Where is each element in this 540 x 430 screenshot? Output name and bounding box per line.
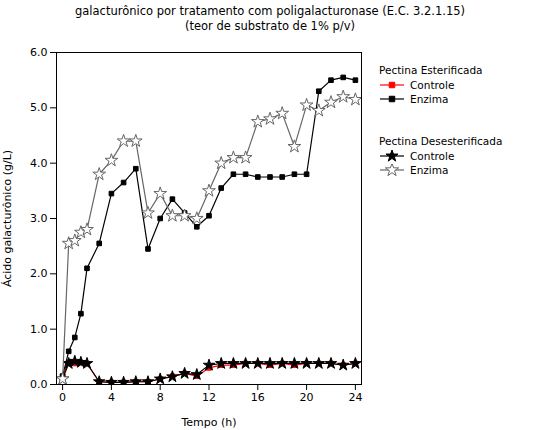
svg-text:24: 24 (348, 391, 362, 404)
html-text:Enzima: Enzima (410, 164, 449, 176)
svg-text:4.0: 4.0 (30, 157, 48, 170)
svg-text:20: 20 (300, 391, 314, 404)
html-text:Pectina Esterificada: Pectina Esterificada (379, 64, 483, 76)
svg-text:4: 4 (108, 391, 115, 404)
html-text:Controle: Controle (410, 150, 455, 162)
svg-text:3.0: 3.0 (30, 212, 48, 225)
html-text:galacturônico por tratamento c: galacturônico por tratamento com poligal… (75, 4, 465, 18)
svg-text:8: 8 (157, 391, 164, 404)
svg-text:Ácido galacturônico (g/L): Ácido galacturônico (g/L) (1, 150, 14, 287)
svg-text:12: 12 (202, 391, 216, 404)
svg-text:6.0: 6.0 (30, 46, 48, 59)
svg-text:16: 16 (251, 391, 265, 404)
svg-text:0: 0 (59, 391, 66, 404)
svg-text:1.0: 1.0 (30, 323, 48, 336)
html-text:Enzima: Enzima (410, 93, 449, 105)
html-text:Pectina Desesterificada: Pectina Desesterificada (379, 135, 503, 147)
html-text:Controle: Controle (410, 79, 455, 91)
svg-text:0.0: 0.0 (30, 378, 48, 391)
svg-text:2.0: 2.0 (30, 267, 48, 280)
svg-text:Tempo (h): Tempo (h) (180, 416, 236, 429)
html-text:(teor de substrato de 1% p/v): (teor de substrato de 1% p/v) (185, 19, 355, 33)
svg-text:5.0: 5.0 (30, 101, 48, 114)
